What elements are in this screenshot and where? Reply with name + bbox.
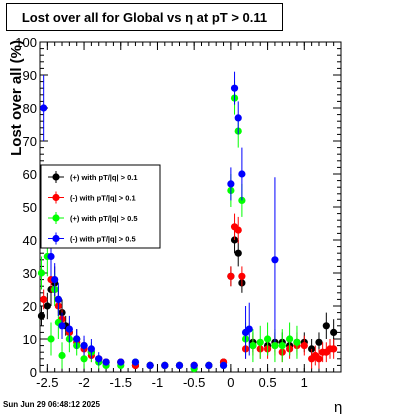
data-point: [51, 276, 59, 284]
data-point: [245, 325, 253, 333]
y-tick-label: 0: [30, 365, 37, 380]
data-point: [300, 342, 308, 350]
data-point: [47, 335, 55, 343]
legend-marker: [52, 193, 60, 202]
x-tick-label: -2.5: [36, 375, 58, 390]
x-tick-label: 1: [301, 375, 308, 390]
data-point: [47, 252, 55, 261]
data-point: [117, 358, 125, 366]
data-point: [230, 84, 239, 92]
y-tick-label: 90: [23, 68, 37, 83]
y-tick-label: 80: [23, 101, 37, 116]
data-point: [58, 351, 66, 360]
data-point: [238, 272, 246, 280]
legend-box: [40, 164, 161, 249]
data-point: [330, 328, 338, 336]
data-point: [205, 361, 213, 369]
y-tick-label: 20: [23, 299, 37, 314]
data-point: [73, 335, 81, 343]
x-axis-label: η: [334, 399, 342, 414]
data-point: [330, 345, 338, 353]
x-tick-label: -1.5: [110, 375, 132, 390]
data-point: [219, 361, 228, 369]
y-axis-label: Lost over all (%): [8, 40, 25, 156]
data-point: [293, 338, 301, 346]
data-point: [80, 342, 88, 350]
legend-marker: [52, 234, 60, 243]
data-point: [95, 355, 103, 363]
legend: (+) with pT/|q| > 0.1 (-) with pT/|q| > 0…: [40, 164, 161, 249]
x-tick-label: -2: [78, 375, 90, 390]
y-tick-label: 10: [23, 332, 37, 347]
timestamp: Sun Jun 29 06:48:12 2025: [3, 400, 100, 409]
data-point: [227, 180, 235, 188]
data-point: [161, 361, 169, 369]
data-point: [234, 226, 242, 234]
data-point: [271, 342, 279, 350]
data-point: [263, 335, 272, 343]
x-tick-label: 0: [227, 375, 234, 390]
data-point: [227, 272, 235, 280]
y-tick-label: 40: [23, 233, 37, 248]
data-point: [131, 358, 140, 366]
data-point: [40, 104, 48, 112]
legend-entry-label: (+) with pT/|q| > 0.1: [70, 173, 138, 182]
data-point: [175, 361, 184, 369]
data-point: [37, 312, 46, 320]
legend-entry-label: (-) with pT/|q| > 0.5: [70, 235, 136, 244]
data-point: [315, 355, 323, 363]
data-point: [315, 338, 323, 346]
data-point: [256, 338, 264, 346]
data-point: [249, 342, 257, 350]
x-tick-label: -1: [152, 375, 164, 390]
data-point: [37, 269, 46, 277]
legend-marker: [52, 173, 60, 181]
data-point: [190, 361, 198, 369]
data-point: [80, 355, 88, 363]
data-point: [58, 322, 66, 330]
data-point: [322, 322, 330, 330]
legend-entry-label: (-) with pT/|q| > 0.1: [70, 194, 136, 203]
data-point: [87, 345, 95, 353]
series-4: [40, 71, 279, 369]
x-tick-label: 0.5: [259, 375, 277, 390]
data-point: [146, 361, 154, 369]
data-point: [54, 295, 62, 303]
chart-title: Lost over all for Global vs η at pT > 0.…: [6, 3, 283, 31]
data-point: [286, 335, 294, 343]
data-point: [238, 170, 246, 178]
data-point: [234, 249, 242, 257]
y-tick-label: 70: [23, 134, 37, 149]
data-point: [234, 114, 242, 122]
y-tick-label: 60: [23, 167, 37, 182]
data-point: [278, 342, 286, 350]
y-tick-label: 100: [15, 35, 37, 50]
legend-entry-label: (+) with pT/|q| > 0.5: [70, 214, 138, 223]
data-point: [102, 358, 110, 366]
legend-marker: [52, 214, 60, 222]
data-point: [271, 256, 279, 264]
data-point: [40, 295, 48, 303]
y-tick-label: 50: [23, 200, 37, 215]
data-point: [43, 302, 51, 310]
x-tick-label: -0.5: [183, 375, 205, 390]
y-tick-label: 30: [23, 266, 37, 281]
data-series: [37, 71, 338, 373]
data-point: [65, 325, 73, 333]
